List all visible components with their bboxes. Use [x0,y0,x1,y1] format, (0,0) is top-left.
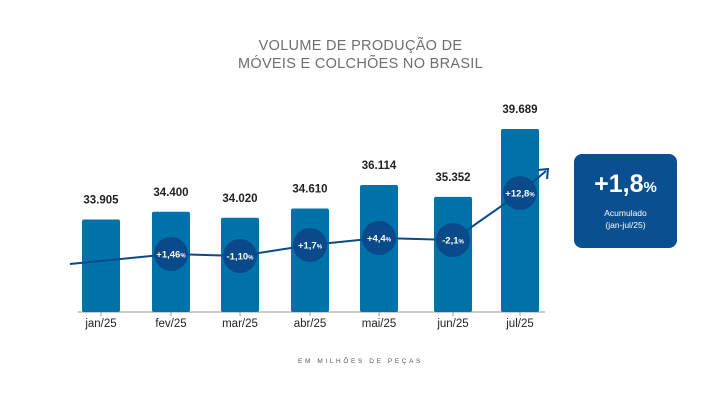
bar-jan/25 [82,219,120,312]
summary-unit: % [643,179,657,196]
value-label: 34.400 [153,187,188,199]
x-tick-label: abr/25 [294,318,327,330]
growth-label: +4,4% [367,234,392,245]
growth-label: +12,8% [505,189,535,200]
summary-period: (jan-jul/25) [605,220,646,230]
growth-marker [293,228,327,262]
x-tick-label: fev/25 [155,318,186,330]
value-label: 35.352 [435,172,470,184]
x-axis-label: EM MILHÕES DE PEÇAS [298,358,423,365]
x-tick-label: jul/25 [505,318,534,330]
summary-label: Acumulado [604,208,647,218]
chart-title-line2: MÓVEIS E COLCHÕES NO BRASIL [238,56,483,72]
x-tick-label: mai/25 [362,318,397,330]
value-label: 36.114 [362,160,397,172]
growth-label: +1,7% [298,241,323,252]
value-label: 33.905 [83,195,119,207]
growth-label: -1,10% [227,252,255,263]
x-tick-label: jan/25 [84,318,116,330]
growth-marker [503,176,537,210]
bar-jul/25 [501,129,539,312]
x-tick-label: jun/25 [436,318,468,330]
chart-title-line1: VOLUME DE PRODUÇÃO DE [258,38,463,54]
growth-label: +1,46% [156,250,186,261]
growth-marker [436,223,470,257]
growth-marker [154,237,188,271]
growth-marker [362,221,396,255]
growth-label: -2,1% [442,236,464,247]
value-label: 34.610 [292,184,327,196]
summary-value: +1,8 [594,170,644,198]
growth-marker [223,239,257,273]
value-label: 34.020 [222,193,257,205]
value-label: 39.689 [502,104,537,116]
arrow-head-icon [537,167,550,180]
accumulated-summary: +1,8% Acumulado (jan-jul/25) [574,154,677,248]
x-tick-label: mar/25 [222,318,258,330]
